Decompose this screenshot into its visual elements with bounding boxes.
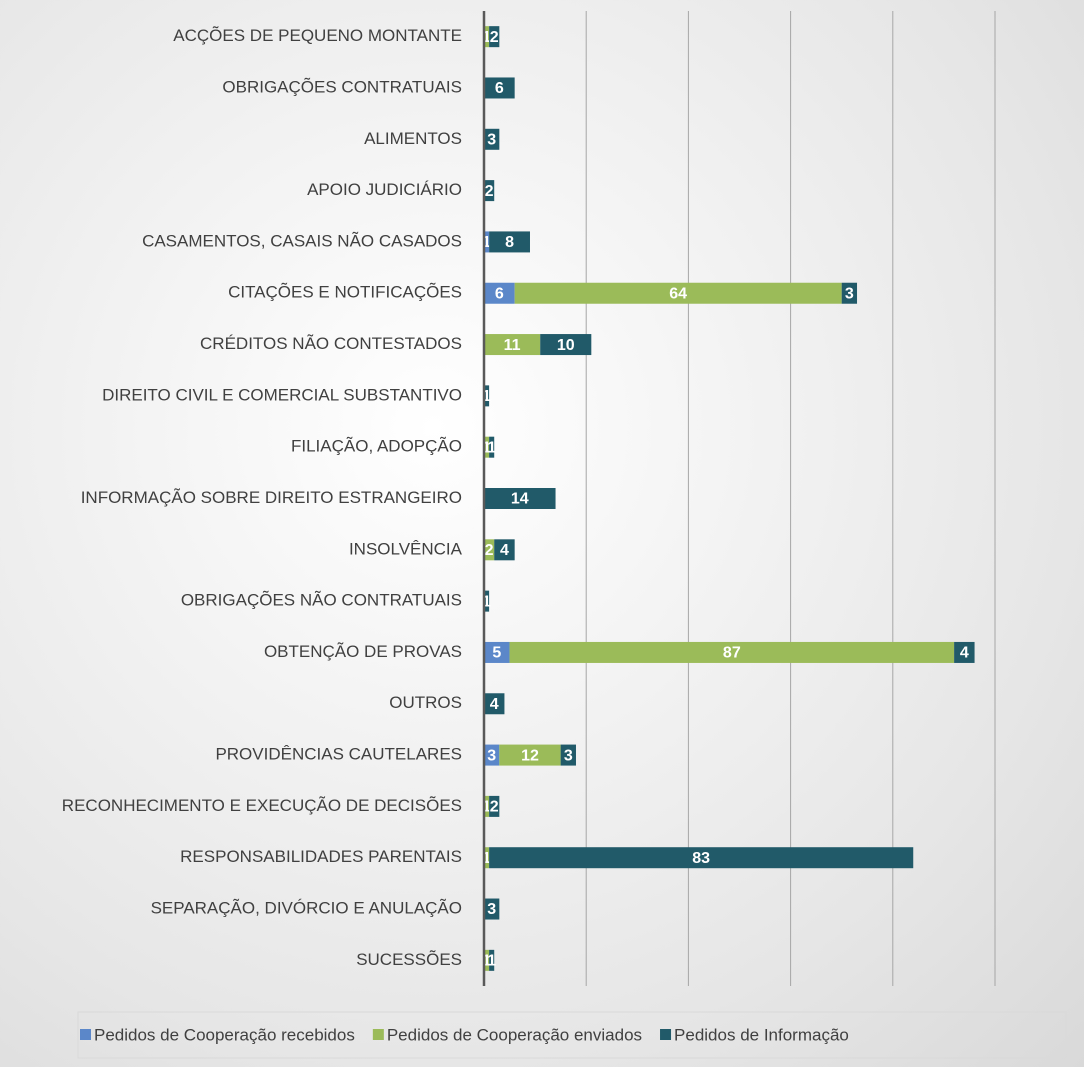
value-label: 5: [492, 645, 501, 662]
bar-segment: [484, 847, 490, 869]
value-label: 64: [669, 285, 687, 302]
category-label: ALIMENTOS: [364, 129, 462, 148]
category-label: INFORMAÇÃO SOBRE DIREITO ESTRANGEIRO: [81, 488, 462, 507]
category-label: RESPONSABILIDADES PARENTAIS: [180, 847, 462, 866]
category-label: PROVIDÊNCIAS CAUTELARES: [215, 745, 462, 764]
category-label: OBRIGAÇÕES CONTRATUAIS: [222, 77, 462, 96]
value-label: 3: [487, 901, 496, 918]
value-label: 2: [490, 29, 499, 46]
legend-swatch: [660, 1029, 672, 1040]
bar-segment: [509, 641, 955, 663]
bar-segment: [954, 641, 975, 663]
value-label: 87: [723, 645, 741, 662]
legend-box: [77, 1011, 1067, 1059]
bar-segment: [484, 693, 505, 715]
bar-segment: [514, 282, 842, 304]
value-label: 3: [487, 132, 496, 149]
category-label: CRÉDITOS NÃO CONTESTADOS: [200, 334, 462, 353]
value-label: 1: [482, 593, 491, 610]
bar-segment: [484, 180, 495, 202]
value-label: 6: [495, 80, 504, 97]
category-label: SEPARAÇÃO, DIVÓRCIO E ANULAÇÃO: [151, 899, 462, 918]
value-label: 83: [692, 850, 710, 867]
value-label: 1: [482, 799, 491, 816]
bar-segment: [499, 744, 561, 766]
value-label: 11: [504, 337, 521, 354]
value-label: 1: [487, 439, 496, 456]
bar-segment: [560, 744, 576, 766]
value-label: 4: [960, 645, 969, 662]
value-label: 6: [495, 285, 504, 302]
bar-segment: [484, 128, 500, 150]
value-label: 1: [482, 234, 491, 251]
value-label: 1: [482, 29, 491, 46]
value-label: 3: [487, 747, 496, 764]
category-label: OBRIGAÇÕES NÃO CONTRATUAIS: [181, 591, 462, 610]
bar-segment: [484, 744, 500, 766]
bar-segment: [484, 539, 495, 561]
value-label: 4: [500, 542, 509, 559]
value-label: 12: [521, 747, 539, 764]
value-label: 4: [490, 696, 499, 713]
category-label: CASAMENTOS, CASAIS NÃO CASADOS: [142, 231, 462, 250]
bar-segment: [489, 949, 495, 971]
category-label: OUTROS: [389, 693, 462, 712]
bar-segment: [484, 590, 490, 612]
legend-label: Pedidos de Cooperação recebidos: [94, 1025, 355, 1044]
legend-label: Pedidos de Cooperação enviados: [387, 1025, 642, 1044]
value-label: 3: [564, 747, 573, 764]
category-label: INSOLVÊNCIA: [349, 539, 463, 558]
bar-segment: [484, 26, 490, 48]
value-label: 1: [482, 388, 491, 405]
value-label: 8: [505, 234, 514, 251]
bar-segment: [489, 847, 914, 869]
category-label: FILIAÇÃO, ADOPÇÃO: [291, 437, 462, 456]
value-label: 2: [485, 183, 494, 200]
category-label: OBTENÇÃO DE PROVAS: [264, 642, 462, 661]
legend-label: Pedidos de Informação: [674, 1025, 849, 1044]
bar-segment: [489, 436, 495, 458]
bar-segment: [484, 334, 541, 356]
value-label: 1: [482, 439, 491, 456]
bar-segment: [494, 539, 515, 561]
bar-segment: [484, 949, 490, 971]
value-label: 3: [845, 285, 854, 302]
bar-segment: [484, 77, 515, 99]
bar-segment: [489, 26, 500, 48]
bar-segment: [484, 795, 490, 817]
bar-segment: [841, 282, 858, 304]
legend-swatch: [372, 1029, 384, 1040]
category-label: RECONHECIMENTO E EXECUÇÃO DE DECISÕES: [62, 796, 462, 815]
value-label: 1: [482, 850, 491, 867]
bar-segment: [484, 231, 490, 253]
bar-segment: [489, 231, 530, 253]
bar-segment: [484, 436, 490, 458]
bar-segment: [489, 795, 500, 817]
bar-segment: [484, 282, 515, 304]
legend-swatch: [80, 1029, 91, 1040]
bar-segment: [484, 641, 510, 663]
bar-segment: [540, 334, 592, 356]
value-label: 10: [557, 337, 575, 354]
value-label: 1: [482, 953, 491, 970]
category-label: ACÇÕES DE PEQUENO MONTANTE: [173, 26, 462, 45]
bar-segment: [484, 385, 490, 407]
value-label: 1: [487, 953, 496, 970]
category-label: SUCESSÕES: [356, 950, 462, 969]
value-label: 2: [490, 799, 499, 816]
category-label: CITAÇÕES E NOTIFICAÇÕES: [228, 283, 462, 302]
value-label: 14: [511, 491, 529, 508]
category-label: APOIO JUDICIÁRIO: [307, 180, 462, 199]
bar-segment: [484, 898, 500, 920]
value-label: 2: [485, 542, 494, 559]
bar-segment: [484, 488, 556, 509]
category-label: DIREITO CIVIL E COMERCIAL SUBSTANTIVO: [102, 385, 462, 404]
legend: Pedidos de Cooperação recebidos Pedidos d…: [80, 1025, 849, 1044]
